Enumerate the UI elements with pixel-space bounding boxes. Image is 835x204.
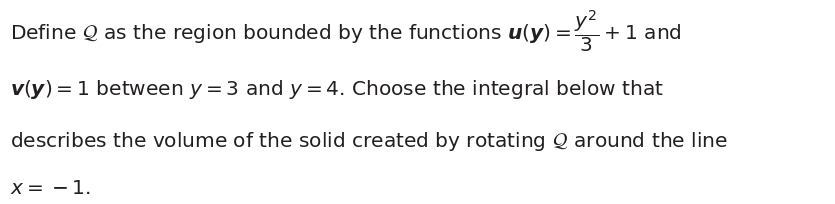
Text: $\boldsymbol{v}(\boldsymbol{y}) = 1$ between $y = 3$ and $y = 4$. Choose the int: $\boldsymbol{v}(\boldsymbol{y}) = 1$ bet… bbox=[10, 78, 664, 101]
Text: Define $\mathcal{Q}$ as the region bounded by the functions $\boldsymbol{u}(\bol: Define $\mathcal{Q}$ as the region bound… bbox=[10, 9, 681, 55]
Text: describes the volume of the solid created by rotating $\mathcal{Q}$ around the l: describes the volume of the solid create… bbox=[10, 129, 728, 152]
Text: $x = -1$.: $x = -1$. bbox=[10, 178, 91, 197]
